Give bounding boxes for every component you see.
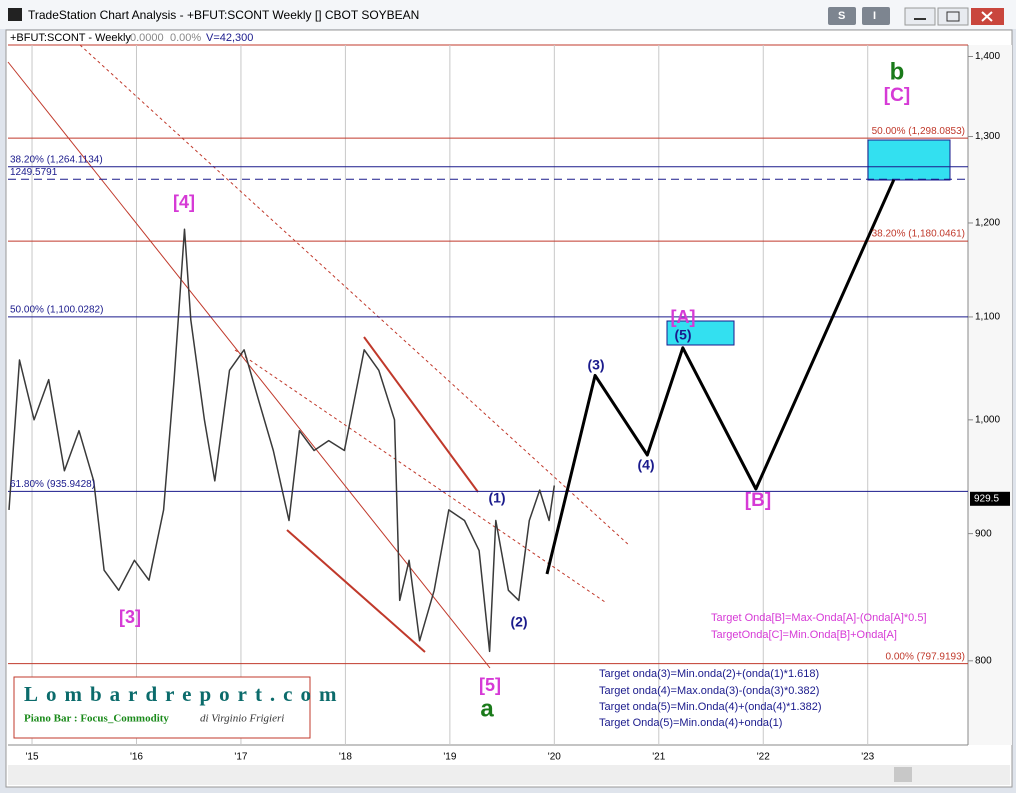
marks [8, 137, 968, 665]
s-button[interactable] [828, 7, 856, 25]
annotation: Target onda(3)=Min.onda(2)+(onda(1)*1.61… [599, 668, 819, 680]
close-icon [981, 11, 993, 22]
logo-subtitle: Piano Bar : Focus_Commodity [24, 713, 169, 725]
grid [31, 45, 973, 745]
annotation: Target onda(4)=Max.onda(3)-(onda(3)*0.38… [599, 685, 819, 697]
wave-label: [3] [119, 607, 141, 627]
annotation: Target onda(5)=Min.Onda(4)+(onda(4)*1.38… [599, 701, 822, 713]
header-value: V=42,300 [206, 32, 253, 44]
annotation: Target Onda[B]=Max-Onda[A]-(Onda[A]*0.5] [711, 612, 927, 624]
logo-author: di Virginio Frigieri [200, 713, 284, 725]
y-tick-label: 1,000 [975, 414, 1000, 425]
fib-label: 0.00% (797.9193) [885, 651, 965, 662]
last-price-box [970, 491, 1010, 506]
fib-label: 1249.5791 [10, 167, 58, 178]
s-button-label: S [838, 10, 845, 22]
i-button[interactable] [862, 7, 890, 25]
x-tick-label: '16 [130, 752, 143, 763]
annotation: Target Onda(5)=Min.onda(4)+onda(1) [599, 717, 782, 729]
last-price-label: 929.5 [974, 493, 999, 504]
wave-label: (3) [587, 357, 604, 373]
window-title: TradeStation Chart Analysis - +BFUT:SCON… [28, 8, 419, 22]
trend-line-dashed [234, 349, 606, 603]
wave-label: [4] [173, 192, 195, 212]
chart-title: +BFUT:SCONT - Weekly [10, 32, 131, 44]
fib-label: 38.20% (1,180.0461) [872, 229, 965, 240]
i-button-label: I [873, 10, 876, 22]
wave-label: a [480, 695, 494, 722]
target-box [666, 320, 735, 346]
scrollbar-thumb[interactable] [894, 767, 912, 782]
x-tick-label: '23 [861, 752, 874, 763]
wave-label: [C] [884, 85, 910, 106]
x-tick-label: '18 [339, 752, 352, 763]
wave-label: [A] [671, 307, 696, 327]
wave-label: b [890, 58, 905, 85]
fib-label: 38.20% (1,264.1134) [10, 154, 103, 165]
maximize-button[interactable] [937, 7, 969, 26]
projection-line [545, 179, 896, 575]
app-icon [8, 8, 22, 21]
wave-label: (4) [637, 457, 654, 473]
trend-line-dashed [79, 44, 631, 547]
price-line [8, 228, 556, 653]
y-tick-label: 1,300 [975, 131, 1000, 142]
x-tick-label: '17 [234, 752, 247, 763]
fib-label: 50.00% (1,298.0853) [872, 126, 965, 137]
y-tick-label: 1,400 [975, 51, 1000, 62]
fib-label: 61.80% (935.9428) [10, 479, 95, 490]
y-tick-label: 1,100 [975, 312, 1000, 323]
channel-line [363, 336, 479, 493]
scrollbar[interactable] [8, 765, 1010, 785]
wave-label: (1) [488, 490, 505, 506]
fib-label: 50.00% (1,100.0282) [10, 305, 103, 316]
wave-label: (5) [674, 327, 691, 343]
maximize-icon [946, 11, 960, 22]
wave-label: [B] [745, 490, 771, 511]
wave-label: (2) [510, 614, 527, 630]
x-tick-label: '21 [652, 752, 665, 763]
y-tick-label: 800 [975, 655, 992, 666]
y-tick-label: 900 [975, 528, 992, 539]
logo-box [13, 676, 311, 739]
logo-title: Lombardreport.com [24, 682, 345, 706]
minimize-button[interactable] [904, 7, 936, 26]
wave-label: [5] [479, 675, 501, 695]
x-tick-label: '15 [26, 752, 39, 763]
header-value: 0.0000 [130, 32, 164, 44]
x-tick-label: '20 [548, 752, 561, 763]
x-tick-label: '22 [757, 752, 770, 763]
channel-line [286, 529, 426, 653]
target-box [867, 139, 951, 181]
annotation: TargetOnda[C]=Min.Onda[B]+Onda[A] [711, 629, 897, 641]
y-tick-label: 1,200 [975, 218, 1000, 229]
header-value: 0.00% [170, 32, 201, 44]
x-tick-label: '19 [443, 752, 456, 763]
chart-frame [5, 29, 1013, 788]
y-axis-area [968, 45, 1012, 745]
